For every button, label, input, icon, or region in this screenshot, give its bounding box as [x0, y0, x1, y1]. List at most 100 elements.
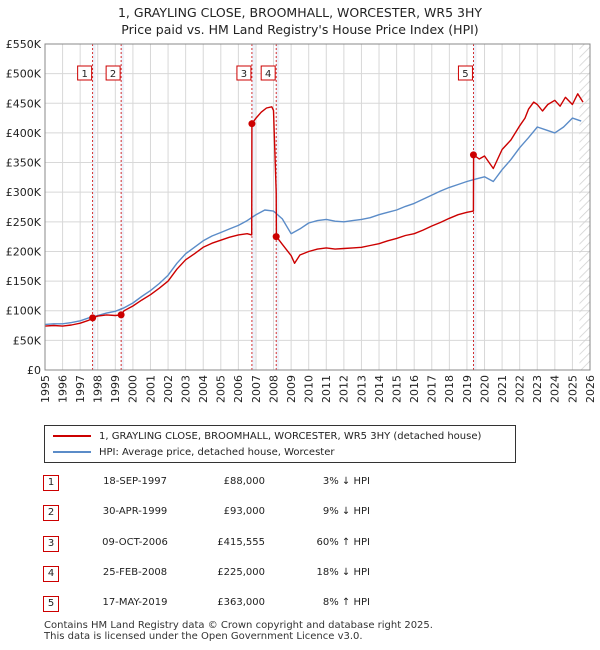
- transaction-badge-box: [236, 65, 252, 81]
- transaction-badge-label: 4: [265, 69, 271, 80]
- x-tick-label: 2000: [127, 375, 140, 403]
- transaction-price: £415,555: [217, 537, 265, 548]
- x-tick-label: 2022: [514, 375, 527, 403]
- x-tick-label: 2008: [267, 375, 280, 403]
- y-tick-label: £300K: [6, 186, 42, 199]
- transaction-date: 25-FEB-2008: [102, 567, 168, 578]
- legend-swatch-blue: [53, 451, 91, 453]
- x-tick-label: 2011: [320, 375, 333, 403]
- x-tick-label: 2017: [426, 375, 439, 403]
- x-tick-label: 2018: [443, 375, 456, 403]
- transaction-badge: 5: [43, 596, 59, 612]
- transaction-badge: 3: [43, 536, 59, 552]
- footer-licence: This data is licensed under the Open Gov…: [44, 631, 363, 642]
- transaction-band: [251, 44, 255, 370]
- transaction-badge-box: [77, 65, 93, 81]
- y-tick-label: £350K: [6, 157, 42, 170]
- transaction-price: £88,000: [223, 476, 265, 487]
- transaction-price: £363,000: [217, 597, 265, 608]
- transaction-badge: 2: [43, 505, 59, 521]
- transaction-price: £225,000: [217, 567, 265, 578]
- projection-zone: [579, 44, 590, 370]
- table-row: 4 25-FEB-2008 £225,000 18% ↓ HPI: [0, 566, 600, 584]
- x-tick-label: 2024: [549, 375, 562, 403]
- transaction-hpi: 8% ↑ HPI: [322, 597, 370, 608]
- x-tick-label: 1999: [109, 375, 122, 403]
- transaction-point: [272, 233, 280, 241]
- transaction-date: 18-SEP-1997: [103, 476, 167, 487]
- transaction-band: [473, 44, 477, 370]
- price-chart: 1 2 3 4 5 £0 £50K £100K £150K £200K £250K £300K £35…: [6, 38, 597, 403]
- transaction-band: [92, 44, 96, 370]
- footer-copyright: Contains HM Land Registry data © Crown c…: [44, 620, 433, 631]
- transaction-price: £93,000: [223, 506, 265, 517]
- x-tick-label: 2010: [303, 375, 316, 403]
- x-tick-label: 1998: [92, 375, 105, 403]
- x-tick-label: 2004: [197, 375, 210, 403]
- x-tick-label: 2013: [355, 375, 368, 403]
- table-row: 2 30-APR-1999 £93,000 9% ↓ HPI: [0, 505, 600, 523]
- y-tick-label: £550K: [6, 38, 42, 51]
- y-tick-label: £100K: [6, 305, 42, 318]
- chart-subtitle: Price paid vs. HM Land Registry's House …: [121, 22, 479, 37]
- footer: Contains HM Land Registry data © Crown c…: [44, 620, 433, 642]
- transaction-badge-box: [260, 65, 276, 81]
- transaction-badge: 1: [43, 475, 59, 491]
- table-row: 3 09-OCT-2006 £415,555 60% ↑ HPI: [0, 536, 600, 554]
- transaction-hpi: 18% ↓ HPI: [316, 567, 370, 578]
- x-tick-label: 2020: [478, 375, 491, 403]
- transaction-badge-box: [457, 65, 473, 81]
- x-tick-label: 2015: [390, 375, 403, 403]
- transaction-badge-label: 3: [241, 69, 247, 80]
- y-tick-label: £250K: [6, 216, 42, 229]
- transaction-hpi: 60% ↑ HPI: [316, 537, 370, 548]
- x-tick-label: 2019: [461, 375, 474, 403]
- transaction-date: 30-APR-1999: [102, 506, 168, 517]
- transaction-band: [121, 44, 125, 370]
- y-tick-label: £500K: [6, 68, 42, 81]
- x-tick-label: 2005: [215, 375, 228, 403]
- x-tick-label: 2025: [566, 375, 579, 403]
- plot-border: [44, 43, 591, 371]
- legend-item-hpi: HPI: Average price, detached house, Worc…: [53, 445, 334, 459]
- x-tick-label: 2006: [232, 375, 245, 403]
- series-line-hpi: [44, 117, 582, 326]
- transaction-date: 17-MAY-2019: [102, 597, 168, 608]
- x-tick-label: 2009: [285, 375, 298, 403]
- transaction-point: [89, 314, 97, 322]
- y-tick-label: £0: [27, 364, 41, 377]
- legend-label-property: 1, GRAYLING CLOSE, BROOMHALL, WORCESTER,…: [99, 430, 482, 442]
- y-tick-label: £200K: [6, 245, 42, 258]
- transaction-badge-label: 2: [110, 69, 116, 80]
- table-row: 1 18-SEP-1997 £88,000 3% ↓ HPI: [0, 475, 600, 493]
- transaction-badge-label: 5: [462, 69, 468, 80]
- y-tick-label: £150K: [6, 275, 42, 288]
- legend-swatch-red: [53, 435, 91, 437]
- x-tick-label: 2021: [496, 375, 509, 403]
- transaction-date: 09-OCT-2006: [102, 537, 168, 548]
- x-tick-label: 2014: [373, 375, 386, 403]
- transaction-badge-box: [105, 65, 121, 81]
- x-tick-label: 2012: [338, 375, 351, 403]
- plot-area: [45, 44, 590, 370]
- x-tick-label: 2016: [408, 375, 421, 403]
- transaction-badge: 4: [43, 566, 59, 582]
- x-tick-label: 2003: [179, 375, 192, 403]
- x-tick-label: 2026: [584, 375, 597, 403]
- x-tick-label: 2023: [531, 375, 544, 403]
- y-tick-label: £400K: [6, 127, 42, 140]
- x-tick-label: 1995: [39, 375, 52, 403]
- table-row: 5 17-MAY-2019 £363,000 8% ↑ HPI: [0, 596, 600, 614]
- x-tick-label: 2002: [162, 375, 175, 403]
- transaction-band: [276, 44, 280, 370]
- legend-label-hpi: HPI: Average price, detached house, Worc…: [99, 446, 335, 458]
- transaction-hpi: 3% ↓ HPI: [322, 476, 370, 487]
- legend: 1, GRAYLING CLOSE, BROOMHALL, WORCESTER,…: [44, 425, 516, 463]
- transaction-point: [469, 151, 477, 159]
- x-tick-label: 1996: [56, 375, 69, 403]
- transaction-hpi: 9% ↓ HPI: [322, 506, 370, 517]
- transaction-point: [117, 311, 125, 319]
- chart-title: 1, GRAYLING CLOSE, BROOMHALL, WORCESTER,…: [117, 5, 482, 20]
- series-line-property: [44, 93, 584, 327]
- y-tick-label: £450K: [6, 97, 42, 110]
